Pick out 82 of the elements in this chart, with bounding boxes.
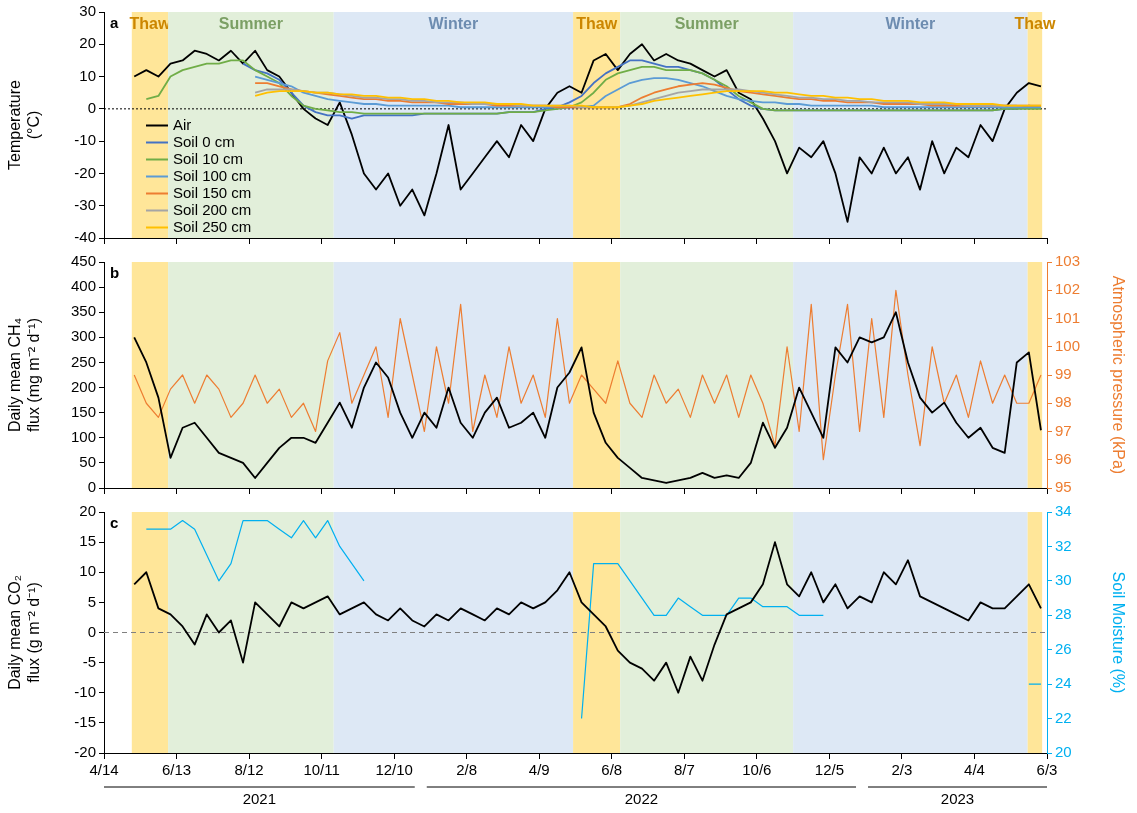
y-tick-label: 300 (70, 327, 96, 345)
annotation: a (110, 13, 119, 31)
y2-tick-label: 102 (1055, 280, 1081, 298)
x-tick-label: 12/10 (375, 761, 413, 779)
y2-tick-label: 95 (1055, 478, 1072, 496)
y-tick-label: -10 (74, 682, 96, 700)
y2-tick-label: 101 (1055, 308, 1081, 326)
y-tick-label: 250 (70, 352, 96, 370)
y2-axis-title: Atmospheric pressure (kPa) (1109, 275, 1127, 475)
y2-tick-label: 30 (1055, 571, 1072, 588)
y-axis-title: Daily mean CH₄ flux (mg m⁻² d⁻¹) (6, 317, 43, 433)
x-tick-label: 4/9 (528, 761, 550, 779)
y-axis-title: Daily mean CO₂ flux (g m⁻² d⁻¹) (6, 575, 43, 690)
y-tick-label: 0 (87, 99, 96, 116)
y2-tick-label: 28 (1055, 605, 1072, 623)
legend-label: Soil 10 cm (173, 149, 244, 167)
legend-label: Air (173, 115, 192, 133)
y-tick-label: -40 (74, 228, 96, 246)
y-tick-label: 350 (70, 302, 96, 320)
y2-tick-label: 22 (1055, 708, 1072, 726)
y-tick-label: 0 (87, 622, 96, 640)
legend-label: Soil 250 cm (173, 217, 252, 235)
y-tick-label: -20 (74, 163, 96, 181)
y2-tick-label: 97 (1055, 421, 1072, 439)
band-label: Summer (218, 15, 283, 33)
y-tick-label: -10 (74, 131, 96, 149)
y-tick-label: 450 (70, 252, 96, 270)
y2-tick-label: 100 (1055, 336, 1081, 354)
y-tick-label: 400 (70, 277, 96, 295)
y-tick-label: 20 (79, 502, 96, 520)
x-tick-label: 10/6 (742, 761, 772, 779)
x-tick-label: 12/5 (814, 761, 844, 779)
y2-tick-label: 96 (1055, 449, 1072, 467)
text: 2021 (242, 789, 277, 807)
y-tick-label: 10 (79, 562, 96, 580)
band-label: Winter (885, 15, 936, 33)
legend-label: Soil 200 cm (173, 200, 252, 218)
y2-tick-label: 98 (1055, 393, 1072, 411)
y-tick-label: 200 (70, 377, 96, 395)
y-tick-label: 50 (79, 453, 96, 471)
band-label: Thaw (1014, 15, 1056, 33)
x-tick-label: 2/3 (891, 761, 913, 779)
x-tick-label: 2/8 (456, 761, 478, 779)
y-tick-label: -15 (74, 713, 96, 731)
y2-tick-label: 26 (1055, 639, 1072, 657)
y2-tick-label: 24 (1055, 674, 1072, 692)
band-label: Thaw (576, 15, 618, 33)
legend-label: Soil 0 cm (173, 132, 235, 150)
y2-tick-label: 20 (1055, 743, 1072, 761)
y-tick-label: 150 (70, 402, 96, 420)
band-label: Summer (674, 15, 739, 33)
annotation: c (110, 513, 119, 531)
x-tick-label: 4/14 (89, 761, 119, 779)
text: 2023 (940, 789, 975, 807)
y2-tick-label: 32 (1055, 536, 1072, 554)
y-tick-label: -30 (74, 195, 96, 213)
y-axis-title: Temperature (°C) (6, 79, 43, 170)
y-tick-label: 15 (79, 532, 96, 550)
x-tick-label: 6/8 (601, 761, 623, 779)
x-tick-label: 4/4 (964, 761, 985, 779)
y2-tick-label: 99 (1055, 365, 1072, 383)
y-tick-label: 20 (79, 34, 96, 52)
y2-axis-title: Soil Moisture (%) (1109, 571, 1127, 694)
y-tick-label: 10 (79, 66, 96, 84)
legend-label: Soil 150 cm (173, 183, 252, 201)
y-tick-label: 0 (87, 478, 96, 496)
y-tick-label: -5 (82, 652, 96, 670)
x-tick-label: 8/7 (673, 761, 695, 779)
y-tick-label: 100 (70, 427, 96, 445)
text: 2022 (624, 789, 659, 807)
x-tick-label: 10/11 (303, 761, 340, 779)
x-tick-label: 6/3 (1036, 761, 1058, 779)
band-label: Winter (428, 15, 479, 33)
x-tick-label: 6/13 (161, 761, 192, 779)
y-tick-label: -20 (74, 743, 96, 761)
annotation: b (110, 263, 120, 281)
y-tick-label: 5 (87, 592, 96, 610)
y-tick-label: 30 (79, 2, 96, 20)
x-tick-label: 8/12 (234, 761, 264, 779)
y2-tick-label: 34 (1055, 502, 1072, 520)
y2-tick-label: 103 (1055, 252, 1081, 270)
legend-label: Soil 100 cm (173, 166, 252, 184)
